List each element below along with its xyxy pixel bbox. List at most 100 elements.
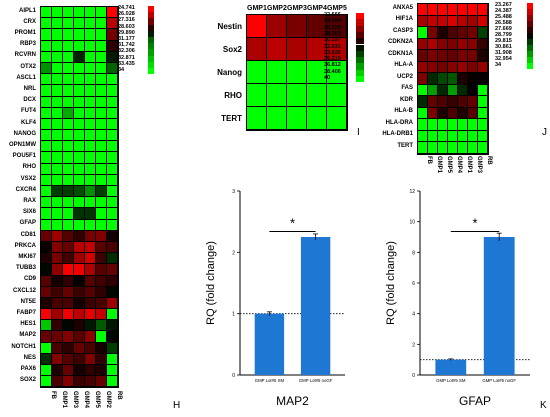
row-label: FUT4 bbox=[21, 108, 36, 115]
legend-label: 30.197 bbox=[324, 37, 341, 44]
column-label: GMP2 bbox=[267, 5, 287, 12]
heatmap-cell bbox=[85, 96, 96, 108]
heatmap-row bbox=[418, 27, 488, 39]
heatmap-cell bbox=[63, 7, 74, 19]
heatmap-cell bbox=[63, 309, 74, 321]
legend-swatch bbox=[527, 45, 533, 51]
heatmap-cell bbox=[96, 297, 107, 310]
heatmap-cell bbox=[74, 141, 85, 153]
x-axis-label: MAP2 bbox=[276, 394, 309, 408]
heatmap-cell bbox=[448, 38, 458, 50]
heatmap-cell bbox=[52, 275, 63, 287]
row-label: NANOG bbox=[13, 130, 36, 137]
column-label: GMP5 bbox=[327, 5, 347, 12]
heatmap-cell bbox=[41, 18, 52, 30]
heatmap-cell bbox=[96, 163, 107, 175]
heatmap-row bbox=[41, 219, 118, 231]
heatmap-cell bbox=[327, 61, 347, 84]
heatmap-cell bbox=[478, 61, 488, 73]
heatmap-cell bbox=[478, 84, 488, 96]
legend-label: 40 bbox=[324, 75, 331, 81]
heatmap-cell bbox=[52, 29, 63, 41]
heatmap-cell bbox=[74, 74, 85, 86]
heatmap-cell bbox=[74, 264, 85, 276]
heatmap-cell bbox=[478, 15, 488, 27]
legend-label: 32.031 bbox=[324, 43, 341, 50]
heatmap-cell bbox=[74, 241, 85, 254]
heatmap-cell bbox=[63, 152, 74, 164]
legend-swatch bbox=[356, 69, 364, 76]
heatmap-cell bbox=[478, 73, 488, 85]
heatmap-cell bbox=[41, 197, 52, 209]
heatmap-row bbox=[418, 130, 488, 142]
heatmap-cell bbox=[63, 264, 74, 276]
heatmap-row bbox=[41, 107, 118, 119]
row-label: CDKN2A bbox=[387, 39, 413, 46]
row-label: HLA-A bbox=[394, 62, 413, 69]
legend-swatch bbox=[148, 43, 154, 50]
heatmap-cell bbox=[74, 275, 85, 287]
heatmap-cell bbox=[418, 107, 428, 119]
heatmap-cell bbox=[74, 331, 85, 343]
row-label: PAX6 bbox=[20, 366, 36, 372]
heatmap-cell bbox=[96, 29, 107, 41]
heatmap-cell bbox=[96, 253, 107, 265]
heatmap-cell bbox=[458, 73, 468, 85]
heatmap-cell bbox=[52, 96, 63, 108]
legend-swatch bbox=[148, 61, 154, 68]
heatmap-cell bbox=[96, 74, 107, 86]
heatmap-cell bbox=[74, 96, 85, 108]
heatmap-cell bbox=[52, 264, 63, 276]
heatmap-cell bbox=[107, 275, 118, 287]
y-tick-label: 4 bbox=[412, 312, 415, 318]
heatmap-cell bbox=[52, 40, 63, 52]
y-tick-label: 10 bbox=[409, 220, 415, 226]
heatmap-cell bbox=[74, 253, 85, 265]
legend-label: 32.871 bbox=[118, 54, 135, 61]
heatmap-cell bbox=[468, 84, 478, 96]
legend-swatch bbox=[527, 33, 533, 39]
legend-label: 38.406 bbox=[324, 68, 341, 75]
heatmap-cell bbox=[41, 208, 52, 220]
heatmap-row bbox=[247, 61, 347, 84]
heatmap-cell bbox=[74, 197, 85, 209]
heatmap-cell bbox=[418, 15, 428, 27]
row-label: HLA-DRB1 bbox=[382, 131, 413, 138]
heatmap-cell bbox=[428, 15, 438, 27]
heatmap-cell bbox=[418, 38, 428, 50]
row-label: HES1 bbox=[20, 321, 36, 328]
heatmap-cell bbox=[52, 7, 63, 19]
heatmap-cell bbox=[41, 219, 52, 231]
heatmap-cell bbox=[96, 331, 107, 343]
heatmap-cell bbox=[52, 118, 63, 131]
heatmap-cell bbox=[85, 297, 96, 310]
row-label: PROM1 bbox=[14, 30, 36, 36]
y-tick-label: 1 bbox=[232, 312, 235, 318]
heatmap-cell bbox=[107, 365, 118, 377]
heatmap-row bbox=[41, 186, 118, 198]
heatmap-row bbox=[41, 331, 118, 343]
heatmap-cell bbox=[63, 297, 74, 310]
heatmap-cell bbox=[63, 141, 74, 153]
heatmap-cell bbox=[107, 331, 118, 343]
heatmap-cell bbox=[448, 84, 458, 96]
legend-swatch bbox=[356, 31, 364, 39]
legend-label: 28.799 bbox=[495, 32, 512, 38]
heatmap-cell bbox=[107, 208, 118, 220]
heatmap-cell bbox=[63, 219, 74, 231]
row-label: PRKCA bbox=[14, 242, 36, 249]
heatmap-row bbox=[418, 15, 488, 27]
heatmap-cell bbox=[458, 107, 468, 119]
legend-label: 28.603 bbox=[118, 23, 135, 30]
heatmap-cell bbox=[267, 15, 287, 38]
bar-chart-gfap: 0 2 4 6 8 10 12 GMP Lot#5 SM GMP Lot#5 noGF * RQ (… bbox=[385, 189, 530, 408]
heatmap-cell bbox=[448, 130, 458, 142]
legend-label: 33.435 bbox=[118, 60, 135, 67]
heatmap-cell bbox=[428, 84, 438, 96]
legend-label: 33.625 bbox=[324, 49, 341, 56]
heatmap-cell bbox=[96, 286, 107, 298]
heatmap-cell bbox=[96, 342, 107, 354]
heatmap-cell bbox=[52, 286, 63, 298]
heatmap-cell bbox=[52, 174, 63, 186]
heatmap-row bbox=[41, 230, 118, 242]
